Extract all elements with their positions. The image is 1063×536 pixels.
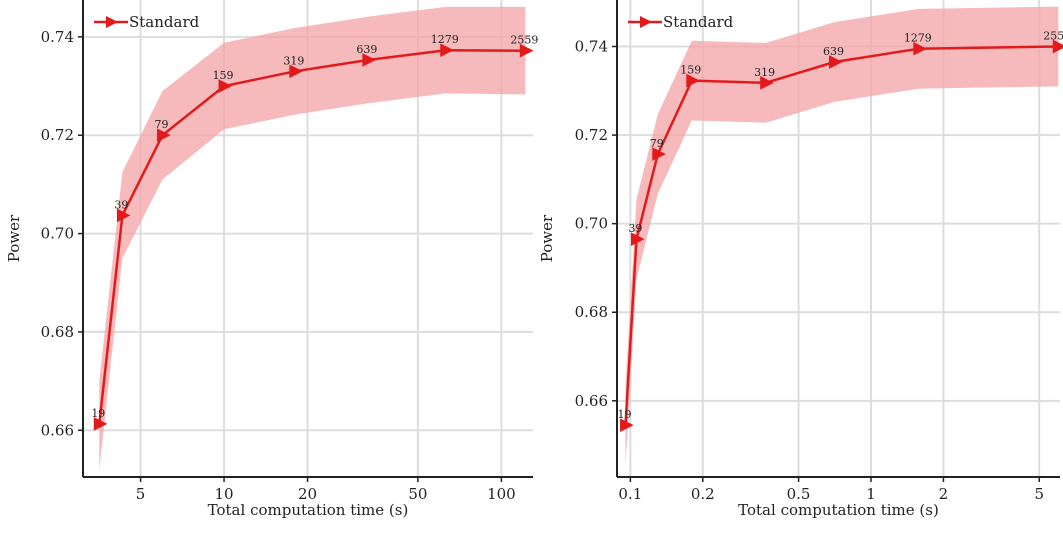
right-chart-panel: 19 39 79 159 319 639 1279 2559 0.66 0.68 0.70 0.72 0… <box>538 0 1063 519</box>
data-point-marker <box>440 43 454 57</box>
y-tick-label: 0.74 <box>575 38 608 56</box>
data-point-label: 159 <box>680 64 701 77</box>
x-tick-label: 0.5 <box>787 485 811 503</box>
data-point-marker <box>116 208 131 223</box>
confidence-band <box>99 6 526 470</box>
legend-label: Standard <box>663 13 734 31</box>
y-axis-title: Power <box>5 214 23 262</box>
x-tick-label: 10 <box>215 485 234 503</box>
left-chart-panel: 19 39 79 159 319 639 1279 2559 0.66 0.68 0.70 0.72 0… <box>5 0 538 519</box>
legend-label: Standard <box>129 13 200 31</box>
x-tick-label: 50 <box>408 485 427 503</box>
x-tick-label: 1 <box>866 485 876 503</box>
data-point-label: 1279 <box>431 33 459 46</box>
series-line <box>98 48 526 425</box>
y-tick-label: 0.66 <box>575 392 608 410</box>
data-point-label: 39 <box>114 198 128 211</box>
data-point-label: 319 <box>283 54 304 67</box>
y-tick-label: 0.70 <box>41 225 74 243</box>
data-point-label: 79 <box>650 137 664 150</box>
y-tick-label: 0.72 <box>41 126 74 144</box>
data-point-marker <box>652 147 666 161</box>
data-point-marker <box>93 417 108 431</box>
data-point-label: 2559 <box>1043 30 1063 43</box>
x-tick-label: 5 <box>136 485 146 503</box>
data-point-marker <box>686 73 700 88</box>
data-point-label: 159 <box>213 69 234 82</box>
y-tick-label: 0.68 <box>41 323 74 341</box>
data-point-label: 319 <box>754 66 775 79</box>
data-point-label: 19 <box>91 407 105 420</box>
data-point-label: 19 <box>618 408 632 421</box>
x-axis-title: Total computation time (s) <box>208 501 409 519</box>
data-point-marker <box>362 53 376 67</box>
x-tick-label: 0.1 <box>618 485 642 503</box>
x-tick-label: 20 <box>298 485 317 503</box>
x-tick-label: 100 <box>487 485 516 503</box>
y-tick-label: 0.72 <box>575 126 608 144</box>
x-tick-label: 5 <box>1034 485 1044 503</box>
data-point-marker <box>630 232 645 246</box>
y-tick-label: 0.66 <box>41 421 74 439</box>
x-tick-label: 0.2 <box>691 485 715 503</box>
data-point-label: 639 <box>356 43 377 56</box>
legend-marker <box>106 16 118 28</box>
y-tick-label: 0.74 <box>41 28 74 46</box>
y-tick-label: 0.70 <box>575 215 608 233</box>
data-point-marker <box>913 41 927 56</box>
legend: Standard <box>628 13 734 31</box>
confidence-band <box>625 6 1059 465</box>
data-point-label: 39 <box>628 222 642 235</box>
series-line <box>624 45 1059 426</box>
data-point-marker <box>1052 39 1063 54</box>
data-point-marker <box>620 418 634 432</box>
data-point-label: 1279 <box>904 32 932 45</box>
data-point-label: 79 <box>155 118 169 131</box>
y-tick-label: 0.68 <box>575 303 608 321</box>
y-axis-title: Power <box>538 214 556 262</box>
data-point-marker <box>157 128 171 143</box>
legend: Standard <box>94 13 200 31</box>
data-point-label: 2559 <box>510 34 538 47</box>
data-point-marker <box>519 43 534 58</box>
data-point-label: 639 <box>823 45 844 58</box>
x-tick-label: 2 <box>939 485 949 503</box>
data-point-marker <box>760 76 774 90</box>
data-point-marker <box>828 55 843 69</box>
data-point-marker <box>289 64 303 79</box>
x-axis-title: Total computation time (s) <box>738 501 939 519</box>
data-point-marker <box>218 79 233 93</box>
legend-marker <box>640 16 652 28</box>
